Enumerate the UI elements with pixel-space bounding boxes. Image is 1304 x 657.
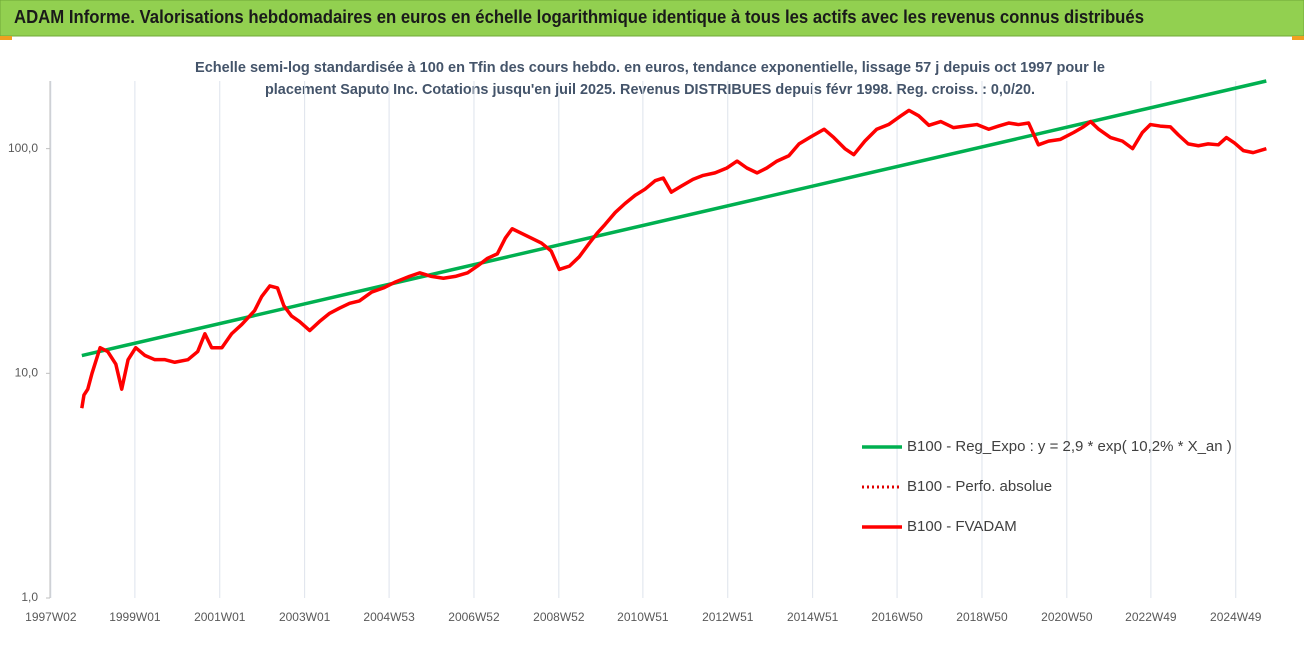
- x-tick-label: 2024W49: [1210, 610, 1262, 624]
- axes: 1997W02 1999W01 2001W01 2003W01 2004W53 2006W…: [8, 81, 1262, 624]
- series-line: [81, 79, 1267, 358]
- legend-label: B100 - Perfo. absolue: [907, 478, 1052, 495]
- x-tick-label: 2004W53: [363, 610, 415, 624]
- x-tick-label: 2018W50: [956, 610, 1008, 624]
- corner-mark: [0, 36, 12, 40]
- x-tick-label: 2022W49: [1125, 610, 1177, 624]
- x-tick-label: 1999W01: [109, 610, 161, 624]
- chart-subtitle: Echelle semi-log standardisée à 100 en T…: [195, 59, 1105, 76]
- x-tick-label: 2014W51: [787, 610, 839, 624]
- x-tick-label: 2020W50: [1041, 610, 1093, 624]
- x-tick-label: 2012W51: [702, 610, 754, 624]
- chart-subtitle: placement Saputo Inc. Cotations jusqu'en…: [265, 81, 1035, 98]
- series-line: [80, 108, 1267, 409]
- plot-lines: [80, 79, 1267, 409]
- x-tick-label: 2001W01: [194, 610, 246, 624]
- x-tick-label: 2006W52: [448, 610, 500, 624]
- legend-label: B100 - Reg_Expo : y = 2,9 * exp( 10,2% *…: [907, 438, 1232, 455]
- x-tick-label: 1997W02: [25, 610, 77, 624]
- chart-title: ADAM Informe. Valorisations hebdomadaire…: [14, 7, 1144, 27]
- x-tick-label: 2008W52: [533, 610, 585, 624]
- x-tick-label: 2010W51: [617, 610, 669, 624]
- x-tick-label: 2003W01: [279, 610, 331, 624]
- legend: B100 - Reg_Expo : y = 2,9 * exp( 10,2% *…: [862, 438, 1232, 535]
- legend-label: B100 - FVADAM: [907, 518, 1017, 535]
- y-tick-label: 1,0: [21, 590, 38, 604]
- x-tick-label: 2016W50: [871, 610, 923, 624]
- title-bar: [0, 0, 1304, 37]
- y-tick-label: 100,0: [8, 141, 38, 155]
- corner-mark: [1292, 36, 1304, 40]
- y-tick-label: 10,0: [15, 365, 39, 379]
